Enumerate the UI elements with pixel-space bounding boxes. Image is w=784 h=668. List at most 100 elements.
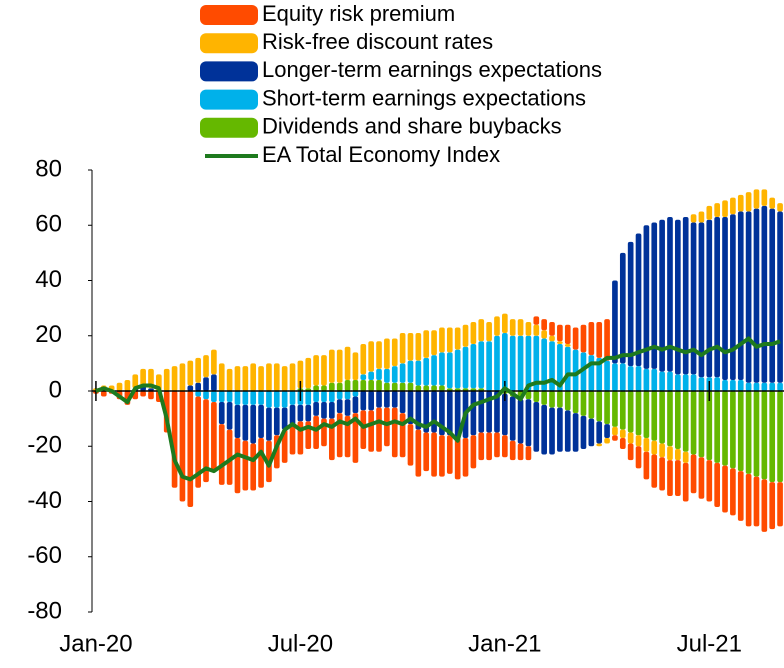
bar-segment [635, 446, 642, 469]
bar-segment [329, 418, 335, 461]
bar-segment [384, 338, 390, 369]
bar-segment [675, 460, 681, 496]
bar-segment [761, 205, 768, 383]
bar-segment [517, 319, 524, 336]
bar-segment [266, 391, 272, 408]
bar-segment [187, 385, 194, 391]
bar-segment [737, 379, 744, 391]
bar-segment [344, 391, 351, 400]
bar-segment [517, 443, 524, 461]
legend-swatch [200, 33, 258, 54]
bar-segment [242, 366, 249, 391]
bar-segment [643, 368, 650, 391]
bar-segment [604, 319, 610, 361]
bar-segment [179, 363, 186, 391]
bar-segment [612, 363, 618, 391]
bar-segment [604, 437, 610, 444]
bar-segment [533, 402, 540, 452]
bar-segment [289, 426, 296, 455]
bar-segment [682, 462, 689, 502]
bar-segment [588, 391, 595, 419]
bar-segment [195, 357, 201, 383]
bar-segment [454, 437, 461, 480]
bar-segment [305, 357, 312, 389]
bar-segment [753, 391, 760, 477]
bar-segment [407, 424, 414, 466]
bar-segment [643, 225, 650, 369]
bar-segment [745, 382, 752, 391]
bar-segment [596, 421, 603, 444]
bar-segment [478, 341, 485, 389]
bar-segment [368, 391, 374, 411]
bar-segment [635, 366, 642, 391]
bar-segment [368, 341, 374, 372]
bar-segment [596, 357, 603, 391]
bar-segment [446, 435, 453, 474]
bar-segment [195, 391, 201, 397]
bar-segment [737, 471, 744, 521]
bar-segment [682, 216, 689, 375]
bar-segment [525, 446, 532, 461]
legend-swatch [200, 117, 258, 138]
bar-segment [572, 391, 579, 414]
y-tick-label: 40 [35, 266, 62, 293]
bar-segment [423, 357, 430, 386]
bar-segment [281, 391, 288, 408]
bar-segment [415, 385, 422, 391]
bar-segment [667, 216, 673, 372]
bar-segment [651, 222, 658, 369]
bar-segment [360, 391, 367, 411]
bar-segment [439, 385, 445, 391]
bar-segment [132, 374, 139, 389]
bar-segment [250, 391, 257, 405]
bar-segment [541, 404, 547, 455]
bar-segment [494, 391, 500, 433]
legend-label: EA Total Economy Index [262, 142, 500, 167]
bar-segment [321, 385, 327, 391]
bar-segment [596, 391, 603, 422]
bar-segment [321, 391, 327, 403]
x-tick-label: Jul-21 [677, 630, 742, 657]
bar-segment [486, 432, 492, 461]
bar-segment [619, 252, 626, 364]
bar-segment [525, 335, 532, 391]
bar-segment [376, 379, 382, 391]
bar-segment [675, 219, 681, 375]
bar-segment [321, 355, 327, 386]
bar-segment [517, 335, 524, 391]
bar-segment [439, 435, 445, 477]
bar-segment [730, 468, 736, 516]
bar-segment [329, 382, 335, 391]
bar-segment [690, 222, 697, 375]
bar-segment [203, 399, 209, 483]
bar-segment [360, 374, 367, 380]
bar-segment [745, 473, 752, 527]
bar-segment [541, 319, 547, 331]
bar-segment [690, 391, 697, 455]
bar-segment [745, 211, 752, 383]
bar-segment [258, 437, 264, 488]
bar-segment [643, 437, 650, 452]
bar-segment [557, 344, 563, 391]
bar-segment [502, 393, 508, 436]
bar-segment [344, 346, 351, 380]
bar-segment [557, 407, 563, 452]
bar-segment [541, 338, 547, 391]
bar-segment [384, 407, 390, 447]
legend-swatch [200, 5, 258, 25]
bar-segment [627, 241, 634, 367]
bar-segment [218, 391, 225, 403]
bar-segment [596, 321, 603, 358]
bar-segment [360, 379, 367, 391]
y-tick-label: -20 [27, 432, 62, 459]
bar-segment [140, 368, 146, 386]
bar-segment [336, 391, 343, 400]
bar-segment [777, 211, 783, 383]
bar-segment [714, 391, 720, 463]
bar-segment [195, 382, 201, 391]
bar-segment [737, 211, 744, 380]
bar-segment [368, 371, 374, 380]
legend-label: Short-term earnings expectations [262, 85, 586, 110]
bar-segment [478, 391, 485, 433]
